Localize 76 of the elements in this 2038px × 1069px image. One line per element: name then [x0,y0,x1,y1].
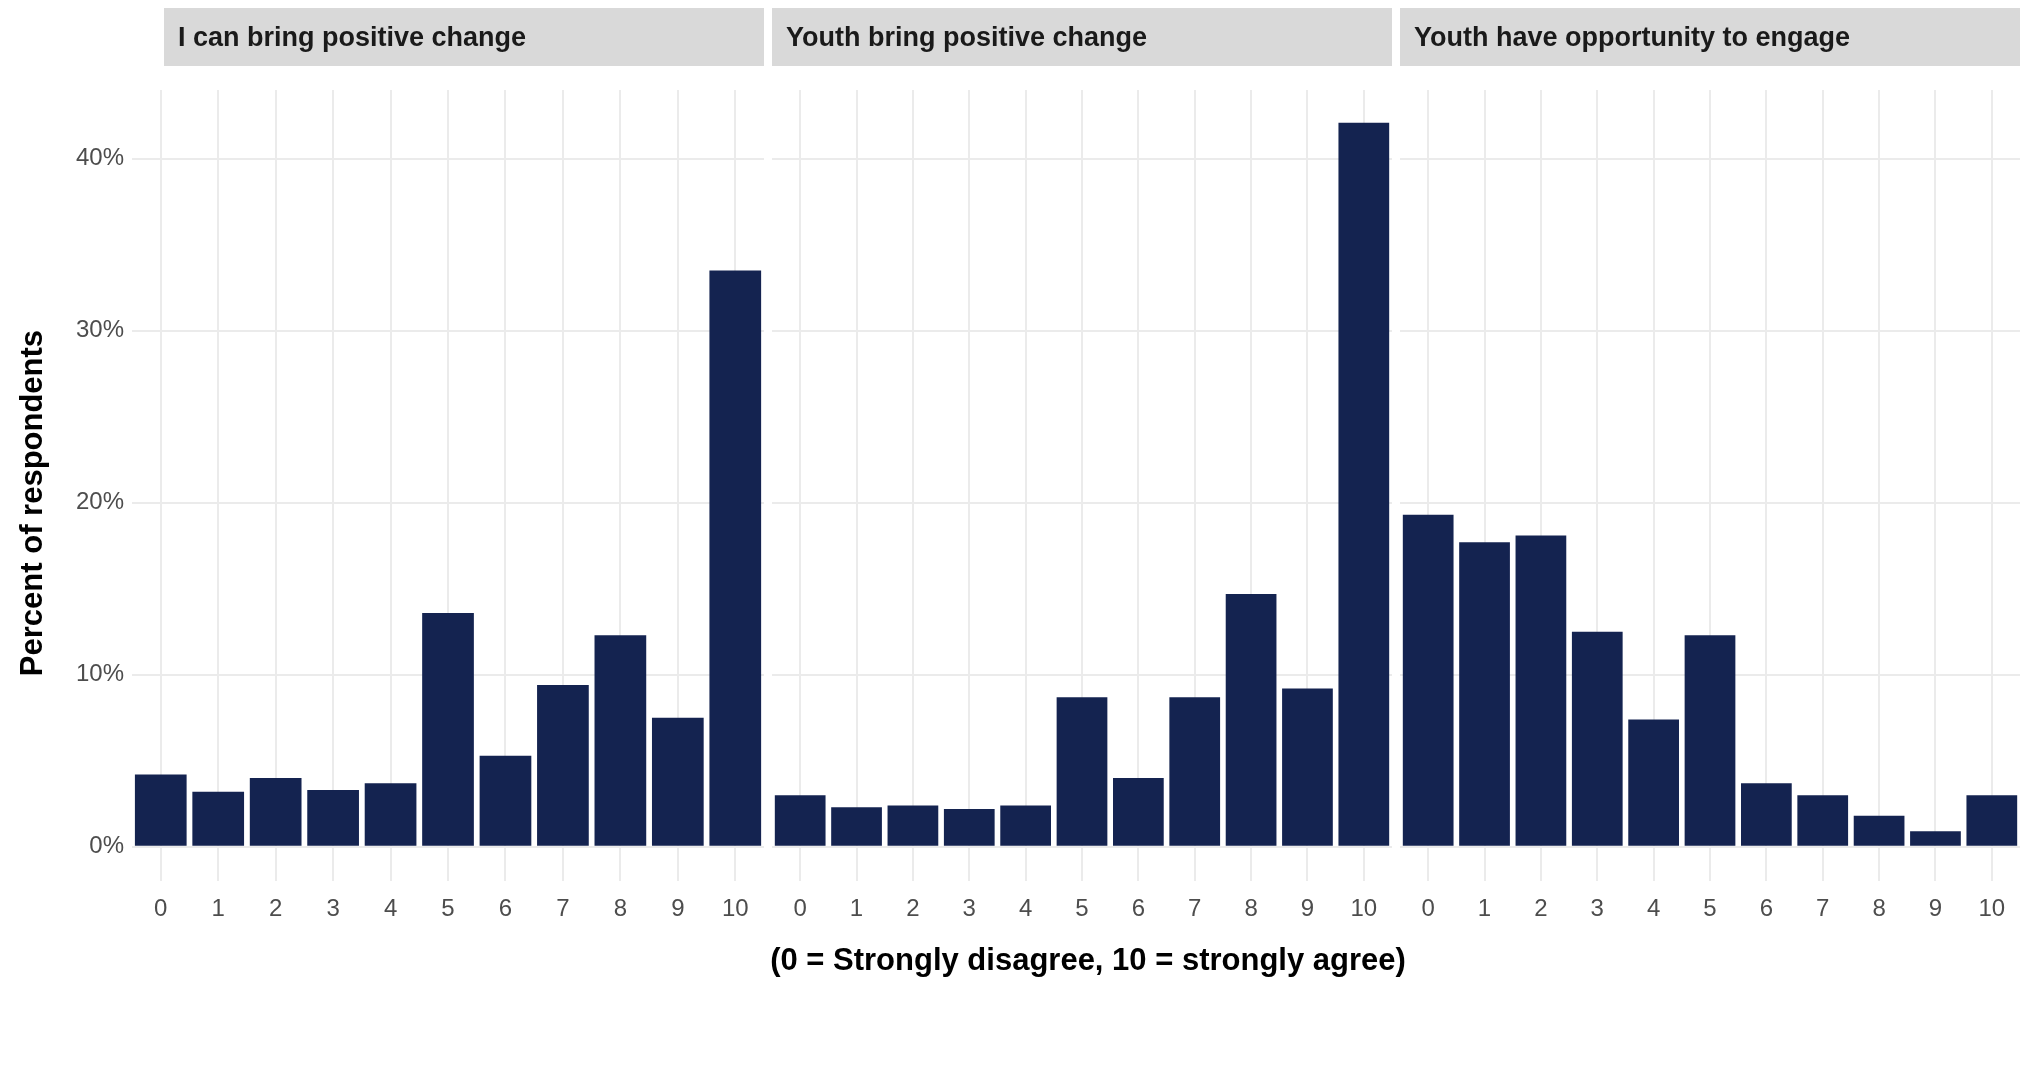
bar [1225,593,1277,846]
x-tick-label: 7 [556,894,570,922]
x-tick-label: 5 [441,894,455,922]
x-tick-label: 4 [1646,894,1661,922]
bar [479,755,532,846]
bar [831,807,882,846]
bar [249,778,302,846]
x-tick-label: 9 [671,894,685,922]
bar [1853,815,1905,846]
x-tick-label: 8 [613,894,628,922]
x-tick-label: 9 [1300,894,1315,922]
x-tick-label: 6 [1759,894,1774,922]
bar [192,791,245,846]
x-tick-label: 0 [793,894,807,922]
bar [1571,631,1623,846]
x-tick-label: 3 [326,894,340,922]
bar [134,774,187,846]
x-tick-label: 7 [1816,894,1830,922]
x-tick-label: 6 [498,894,513,922]
x-tick-label: 6 [1131,894,1146,922]
x-tick-label: 9 [1928,894,1943,922]
bar [364,783,417,846]
x-tick-label: 1 [849,894,864,922]
bar [1169,697,1221,846]
bar [1338,122,1390,846]
bar [1402,514,1454,846]
y-axis-title: Percent of respondents [14,329,50,677]
bar [1741,783,1792,846]
bar [1515,535,1567,846]
bar [307,790,359,846]
bar [1684,635,1736,846]
x-tick-label: 5 [1075,894,1089,922]
bar [1056,697,1108,846]
x-tick-label: 8 [1244,894,1258,922]
bar [1910,831,1961,846]
y-tick-label: 10% [75,659,125,687]
x-tick-label: 1 [1477,894,1492,922]
y-tick-label: 30% [75,315,125,343]
bar [651,717,704,846]
x-tick-label: 10 [721,894,749,922]
x-tick-label: 2 [906,894,920,922]
x-tick-label: 4 [383,894,398,922]
x-tick-label: 4 [1018,894,1033,922]
x-tick-label: 2 [1534,894,1548,922]
bar [1000,805,1051,846]
bar [594,635,647,846]
bar [537,685,589,846]
bar [887,805,939,846]
bar [422,612,474,846]
y-tick-label: 0% [89,831,125,859]
bar [943,808,995,846]
x-tick-label: 3 [962,894,976,922]
bar [1797,795,1849,846]
x-tick-label: 7 [1188,894,1202,922]
chart-title: I can bring positive change [164,8,764,66]
y-tick-label: 20% [75,487,125,515]
bar [1282,688,1333,846]
x-tick-label: 10 [1978,894,2006,922]
bar [1113,778,1164,846]
x-tick-label: 1 [211,894,225,922]
x-tick-label: 10 [1350,894,1378,922]
bar [1628,719,1679,846]
x-axis-title: (0 = Strongly disagree, 10 = strongly agree) [769,942,1407,978]
x-tick-label: 0 [1421,894,1435,922]
x-tick-label: 3 [1590,894,1604,922]
chart-title: Youth bring positive change [772,8,1392,66]
y-tick-label: 40% [75,143,125,171]
bar [774,795,826,846]
x-tick-label: 0 [154,894,168,922]
bar [1459,542,1510,846]
x-tick-label: 2 [268,894,283,922]
bar [1966,795,2018,846]
x-tick-label: 8 [1872,894,1886,922]
x-tick-label: 5 [1703,894,1717,922]
bar [709,270,762,846]
chart-title: Youth have opportunity to engage [1400,8,2020,66]
